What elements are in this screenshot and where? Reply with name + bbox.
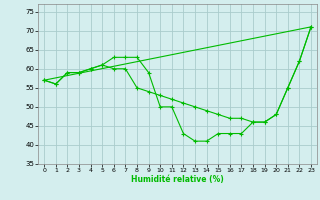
X-axis label: Humidité relative (%): Humidité relative (%): [131, 175, 224, 184]
